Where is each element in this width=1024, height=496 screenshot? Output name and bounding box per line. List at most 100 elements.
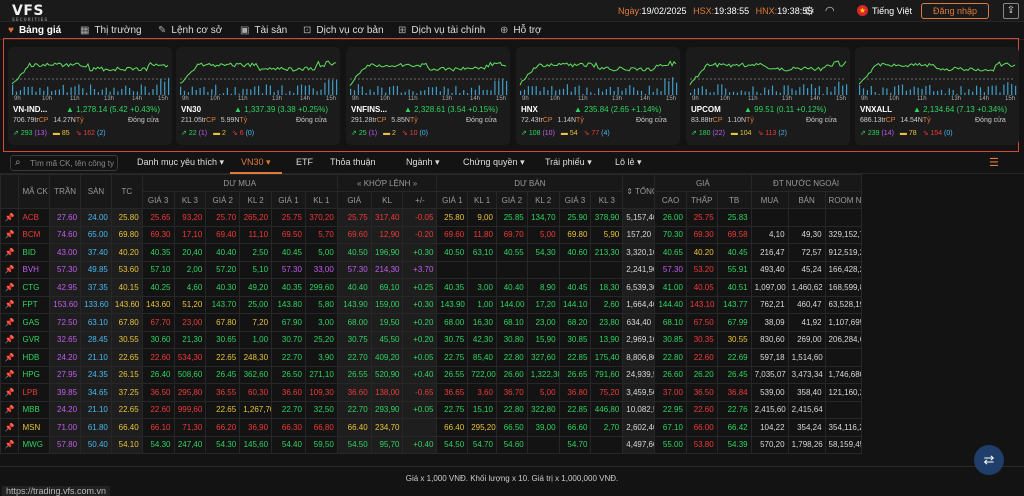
ask-cell[interactable]: 3,60 xyxy=(467,383,497,402)
bid-cell[interactable]: 7,20 xyxy=(239,313,273,332)
filter-tab-4[interactable]: Ngành ▾ xyxy=(406,157,440,168)
collapse-right-icon[interactable]: » xyxy=(412,178,418,188)
ask-cell[interactable]: 22.80 xyxy=(495,400,528,419)
bid-cell[interactable]: 69.40 xyxy=(205,225,241,244)
bid-cell[interactable]: 59,50 xyxy=(304,435,338,454)
ask-cell[interactable]: 40.35 xyxy=(436,278,469,297)
bid-cell[interactable]: 362,60 xyxy=(239,365,273,384)
ask-cell[interactable]: 22.75 xyxy=(436,400,469,419)
bid-cell[interactable]: 25,20 xyxy=(304,330,338,349)
ask-cell[interactable]: 36.65 xyxy=(436,383,469,402)
ask-cell[interactable]: 39,00 xyxy=(526,418,560,437)
bid-cell[interactable]: 22.60 xyxy=(141,400,175,419)
ask-cell[interactable]: 5,00 xyxy=(526,383,560,402)
bid-cell[interactable]: 22.65 xyxy=(205,400,241,419)
symbol-cell[interactable]: HDB xyxy=(18,348,51,367)
bid-cell[interactable]: 66.20 xyxy=(205,418,241,437)
collapse-left-icon[interactable]: « xyxy=(357,178,362,188)
ask-cell[interactable]: 18,30 xyxy=(590,278,624,297)
bid-cell[interactable]: 22.70 xyxy=(271,348,306,367)
ask-cell[interactable]: 15,10 xyxy=(467,400,497,419)
filter-tab-2[interactable]: ETF xyxy=(296,157,313,167)
bid-cell[interactable]: 23,00 xyxy=(173,313,207,332)
filter-tab-6[interactable]: Trái phiếu ▾ xyxy=(545,157,592,168)
bid-cell[interactable]: 25.70 xyxy=(205,208,241,227)
ask-cell[interactable]: 143.90 xyxy=(436,295,469,314)
table-row[interactable]: 📌 CTG 42.95 37.35 40.15 40.25 4,60 40.30 49,20 40… xyxy=(0,278,1024,297)
bid-cell[interactable]: 299,60 xyxy=(304,278,338,297)
bid-cell[interactable]: 295,80 xyxy=(173,383,207,402)
ask-cell[interactable] xyxy=(436,260,469,279)
bid-cell[interactable]: 54.30 xyxy=(205,435,241,454)
ask-cell[interactable]: 22.80 xyxy=(495,348,528,367)
bid-cell[interactable]: 57.30 xyxy=(271,260,306,279)
vfs-logo[interactable]: VFS SECURITIES xyxy=(12,3,47,22)
pin-icon[interactable]: 📌 xyxy=(0,383,20,402)
ask-cell[interactable]: 295,20 xyxy=(467,418,497,437)
bid-cell[interactable]: 248,30 xyxy=(239,348,273,367)
ask-cell[interactable]: 378,90 xyxy=(590,208,624,227)
ask-cell[interactable]: 1,00 xyxy=(467,295,497,314)
search-input[interactable] xyxy=(30,158,115,169)
ask-cell[interactable]: 16,30 xyxy=(467,313,497,332)
ask-cell[interactable]: 3,00 xyxy=(467,278,497,297)
ask-cell[interactable] xyxy=(558,260,592,279)
ask-cell[interactable] xyxy=(590,260,624,279)
bid-cell[interactable]: 40.35 xyxy=(141,243,175,262)
ask-cell[interactable]: 17,20 xyxy=(526,295,560,314)
ask-cell[interactable]: 327,60 xyxy=(526,348,560,367)
bid-cell[interactable]: 51,20 xyxy=(173,295,207,314)
ask-cell[interactable]: 322,80 xyxy=(526,400,560,419)
table-row[interactable]: 📌 GAS 72.50 63.10 67.80 67.70 23,00 67.80 7,20 67… xyxy=(0,313,1024,332)
ask-cell[interactable]: 68.00 xyxy=(436,313,469,332)
bid-cell[interactable]: 17,10 xyxy=(173,225,207,244)
bid-cell[interactable]: 40.35 xyxy=(271,278,306,297)
bid-cell[interactable]: 247,40 xyxy=(173,435,207,454)
bid-cell[interactable]: 67.90 xyxy=(271,313,306,332)
ask-cell[interactable] xyxy=(495,260,528,279)
symbol-cell[interactable]: BCM xyxy=(18,225,51,244)
ask-cell[interactable]: 11,80 xyxy=(467,225,497,244)
symbol-cell[interactable]: GAS xyxy=(18,313,51,332)
ask-cell[interactable]: 40.45 xyxy=(558,278,592,297)
bid-cell[interactable]: 40.25 xyxy=(141,278,175,297)
share-icon[interactable]: ⇪ xyxy=(1003,3,1019,19)
ask-cell[interactable]: 40.40 xyxy=(495,278,528,297)
table-row[interactable]: 📌 HDB 24.20 21.10 22.65 22.60 534,30 22.65 248,3… xyxy=(0,348,1024,367)
bid-cell[interactable]: 40.40 xyxy=(205,243,241,262)
swap-icon[interactable]: ⇄ xyxy=(974,445,1004,475)
bid-cell[interactable]: 25,00 xyxy=(239,295,273,314)
symbol-cell[interactable]: GVR xyxy=(18,330,51,349)
bid-cell[interactable]: 32,50 xyxy=(304,400,338,419)
ask-cell[interactable]: 2,60 xyxy=(590,295,624,314)
login-button[interactable]: Đăng nhập xyxy=(921,3,989,19)
bid-cell[interactable]: 67.70 xyxy=(141,313,175,332)
ask-cell[interactable]: 13,90 xyxy=(590,330,624,349)
ask-cell[interactable]: 25.85 xyxy=(495,208,528,227)
pin-icon[interactable]: 📌 xyxy=(0,348,20,367)
symbol-cell[interactable]: HPG xyxy=(18,365,51,384)
ask-cell[interactable]: 54.70 xyxy=(558,435,592,454)
table-row[interactable]: 📌 LPB 39.85 34.65 37.25 36.50 295,80 36.55 60,30… xyxy=(0,383,1024,402)
bid-cell[interactable]: 5,10 xyxy=(239,260,273,279)
bid-cell[interactable]: 25.75 xyxy=(271,208,306,227)
bid-cell[interactable]: 33,00 xyxy=(304,260,338,279)
ask-cell[interactable]: 8,90 xyxy=(526,278,560,297)
symbol-cell[interactable]: FPT xyxy=(18,295,51,314)
ask-cell[interactable]: 40.55 xyxy=(495,243,528,262)
ask-cell[interactable]: 54.70 xyxy=(467,435,497,454)
index-card-1[interactable]: 9h 10h 11h 13h 14h 15h VN30 ▲ 1,337.39 (3.38 +0… xyxy=(176,47,340,145)
bid-cell[interactable]: 93,20 xyxy=(173,208,207,227)
ask-cell[interactable]: 5,90 xyxy=(590,225,624,244)
symbol-cell[interactable]: MWG xyxy=(18,435,51,454)
bid-cell[interactable]: 508,60 xyxy=(173,365,207,384)
table-row[interactable]: 📌 BID 43.00 37.40 40.20 40.35 20,40 40.40 2,50 40… xyxy=(0,243,1024,262)
nav-item-6[interactable]: ⊕ Hỗ trợ xyxy=(500,25,542,36)
gear-icon[interactable]: ⚙ xyxy=(804,4,815,18)
bid-cell[interactable]: 22.70 xyxy=(271,400,306,419)
ask-cell[interactable]: 30.80 xyxy=(495,330,528,349)
ask-cell[interactable] xyxy=(526,435,560,454)
ask-cell[interactable]: 68.10 xyxy=(495,313,528,332)
ask-cell[interactable]: 85,40 xyxy=(467,348,497,367)
bid-cell[interactable]: 145,60 xyxy=(239,435,273,454)
